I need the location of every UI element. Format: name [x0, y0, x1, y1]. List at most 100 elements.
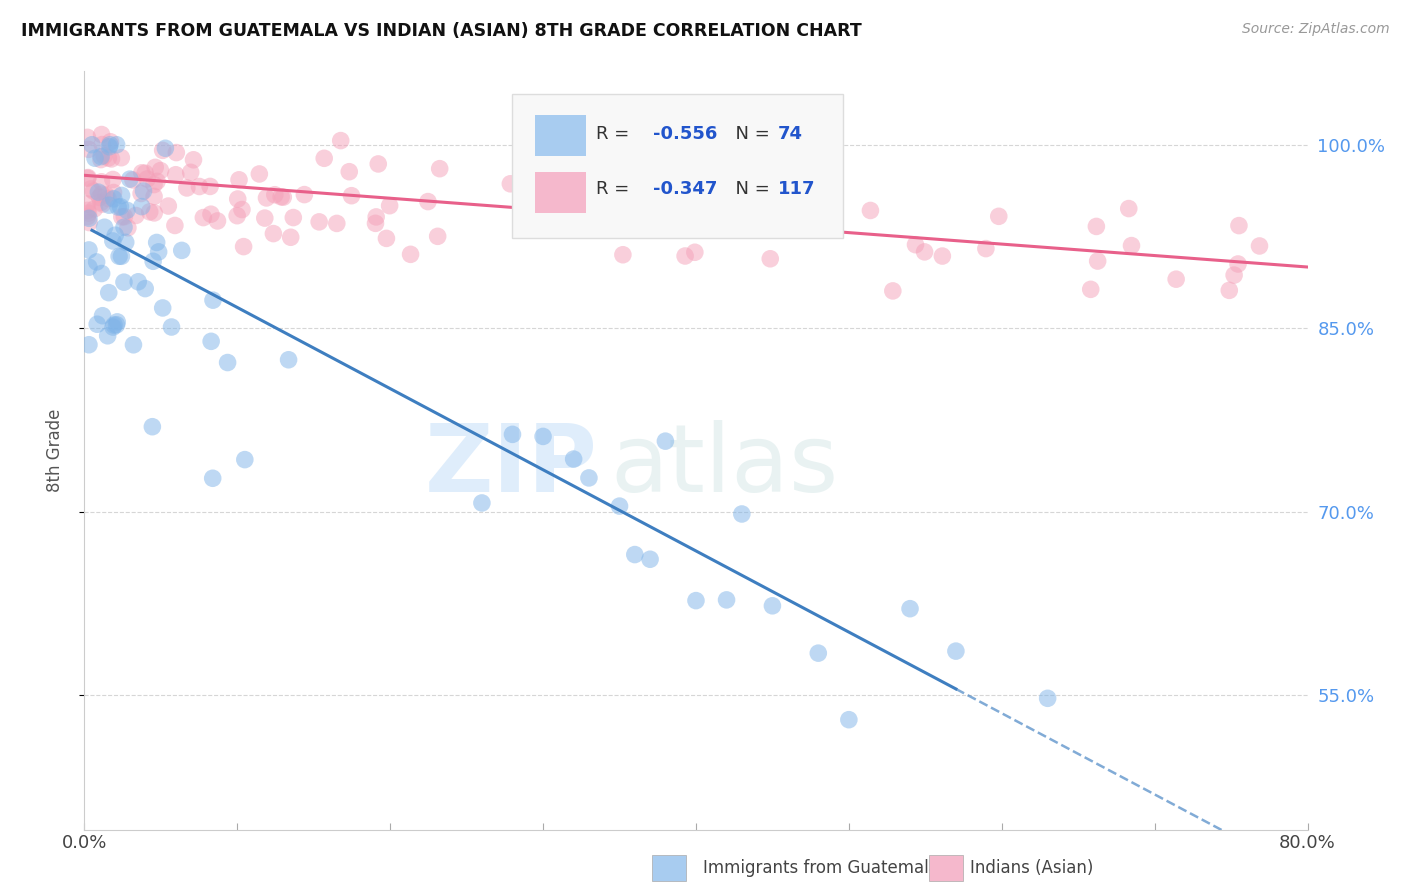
Point: [149, 163, 172, 178]
Point: [399, 247, 422, 261]
Point: [77, 216, 100, 230]
Point: [193, 211, 215, 225]
Point: [751, 220, 773, 235]
Point: [134, 166, 156, 180]
Point: [654, 434, 676, 449]
Point: [226, 209, 249, 223]
Point: [226, 192, 249, 206]
Point: [200, 207, 222, 221]
Point: [76, 197, 98, 211]
Point: [1085, 219, 1108, 234]
Point: [110, 151, 132, 165]
Point: [86, 255, 108, 269]
Point: [105, 315, 128, 329]
Point: [531, 429, 554, 443]
Text: 117: 117: [778, 180, 815, 198]
Point: [131, 166, 153, 180]
Point: [115, 203, 138, 218]
Text: N =: N =: [724, 180, 776, 198]
Point: [100, 135, 122, 149]
Point: [80, 137, 103, 152]
Point: [82, 184, 104, 198]
Point: [89, 190, 111, 204]
Point: [1227, 219, 1250, 233]
Point: [98, 198, 121, 212]
Point: [575, 178, 598, 193]
Point: [367, 157, 389, 171]
Point: [122, 173, 145, 187]
Point: [77, 206, 100, 220]
Text: R =: R =: [596, 180, 634, 198]
Point: [228, 173, 250, 187]
Point: [502, 427, 524, 442]
Text: Source: ZipAtlas.com: Source: ZipAtlas.com: [1241, 22, 1389, 37]
Point: [188, 179, 211, 194]
Point: [198, 179, 221, 194]
Point: [416, 194, 439, 209]
Point: [134, 282, 156, 296]
Point: [131, 200, 153, 214]
Point: [118, 172, 141, 186]
Point: [93, 220, 115, 235]
Point: [100, 152, 122, 166]
Point: [624, 548, 647, 562]
Point: [143, 178, 166, 192]
Point: [86, 317, 108, 331]
Text: Immigrants from Guatemala: Immigrants from Guatemala: [703, 859, 939, 877]
Point: [562, 452, 585, 467]
Point: [366, 210, 388, 224]
Point: [471, 496, 494, 510]
Point: [125, 209, 148, 223]
Point: [98, 140, 121, 154]
Point: [105, 137, 128, 152]
Point: [1223, 268, 1246, 282]
Text: -0.347: -0.347: [654, 180, 717, 198]
Point: [90, 150, 112, 164]
Point: [1249, 239, 1271, 253]
Point: [180, 165, 202, 179]
Point: [142, 254, 165, 268]
Point: [97, 192, 120, 206]
Point: [329, 134, 352, 148]
Point: [270, 190, 292, 204]
Point: [914, 244, 936, 259]
Point: [247, 167, 270, 181]
Point: [110, 200, 132, 214]
Point: [183, 153, 205, 167]
Text: N =: N =: [724, 125, 776, 143]
Point: [127, 275, 149, 289]
Y-axis label: 8th Grade: 8th Grade: [45, 409, 63, 492]
Point: [256, 191, 278, 205]
Point: [94, 188, 117, 202]
Point: [207, 214, 229, 228]
Point: [527, 187, 550, 202]
Point: [91, 197, 114, 211]
Point: [838, 713, 860, 727]
Point: [609, 499, 631, 513]
Point: [945, 644, 967, 658]
Point: [90, 175, 112, 189]
Point: [233, 452, 256, 467]
FancyBboxPatch shape: [534, 115, 586, 156]
Point: [292, 187, 315, 202]
Point: [740, 211, 762, 226]
Point: [143, 206, 166, 220]
Point: [77, 337, 100, 351]
Point: [340, 188, 363, 202]
Point: [110, 188, 132, 202]
Point: [499, 177, 522, 191]
Point: [683, 245, 706, 260]
Point: [91, 137, 114, 152]
Point: [578, 471, 600, 485]
Point: [157, 199, 180, 213]
Point: [90, 153, 112, 167]
Point: [87, 185, 110, 199]
Text: ZIP: ZIP: [425, 419, 598, 512]
Point: [108, 249, 131, 263]
Point: [378, 199, 401, 213]
Point: [759, 252, 782, 266]
Point: [231, 202, 253, 217]
Point: [155, 141, 177, 155]
Point: [107, 200, 129, 214]
Text: atlas: atlas: [610, 419, 838, 512]
